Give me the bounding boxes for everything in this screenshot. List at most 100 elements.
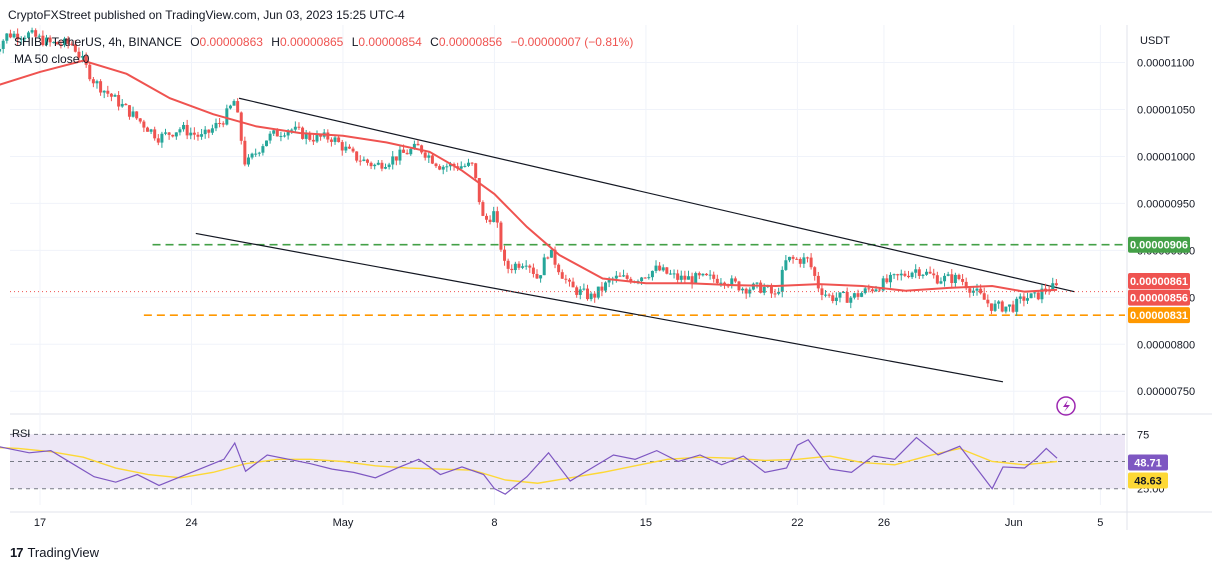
candle-body bbox=[878, 289, 882, 291]
candle-body bbox=[398, 149, 402, 161]
rsi-tick-label: 75 bbox=[1137, 429, 1149, 441]
candle-body bbox=[816, 275, 820, 289]
candle-body bbox=[430, 155, 434, 164]
candle-body bbox=[989, 303, 993, 311]
candle-body bbox=[178, 129, 182, 133]
candle-body bbox=[513, 263, 517, 271]
x-tick-label: 8 bbox=[491, 517, 497, 529]
candle-body bbox=[1018, 296, 1022, 299]
candle-body bbox=[950, 274, 954, 284]
candle-body bbox=[665, 267, 669, 274]
candle-body bbox=[66, 38, 70, 44]
high-value: 0.00000865 bbox=[279, 35, 344, 49]
rsi-legend[interactable]: RSI bbox=[12, 428, 31, 440]
candle-body bbox=[614, 275, 618, 279]
candle-body bbox=[59, 44, 63, 46]
candle-body bbox=[676, 273, 680, 280]
candle-body bbox=[373, 164, 377, 167]
symbol-name[interactable]: SHIB / TetherUS, 4h, BINANCE bbox=[14, 35, 182, 49]
tradingview-footer[interactable]: 17 TradingView bbox=[10, 545, 99, 560]
candle-body bbox=[668, 273, 672, 275]
level-tag-label: 0.00000906 bbox=[1130, 240, 1188, 252]
x-tick-label: 22 bbox=[791, 517, 803, 529]
candle-body bbox=[362, 159, 366, 162]
candle-body bbox=[185, 124, 189, 136]
change-value: −0.00000007 (−0.81%) bbox=[510, 35, 634, 49]
candle-body bbox=[380, 162, 384, 169]
candle-body bbox=[780, 269, 784, 292]
candle-body bbox=[640, 277, 644, 282]
candle-body bbox=[41, 35, 45, 46]
candle-body bbox=[127, 105, 131, 117]
candle-body bbox=[1054, 283, 1058, 286]
candle-body bbox=[824, 294, 828, 296]
candle-body bbox=[856, 293, 860, 297]
candle-body bbox=[654, 265, 658, 271]
candle-body bbox=[946, 274, 950, 276]
candle-body bbox=[477, 177, 481, 203]
candle-body bbox=[1004, 306, 1008, 312]
candle-body bbox=[546, 257, 550, 259]
level-tag-label: 0.00000831 bbox=[1130, 310, 1188, 322]
ma-legend[interactable]: MA 50 close 0 bbox=[14, 52, 90, 66]
candle-body bbox=[1007, 304, 1011, 307]
x-tick-label: 24 bbox=[185, 517, 197, 529]
candle-body bbox=[560, 272, 564, 279]
candle-body bbox=[109, 93, 113, 97]
x-tick-label: 26 bbox=[878, 517, 890, 529]
candle-body bbox=[402, 149, 406, 153]
candle-body bbox=[189, 132, 193, 136]
candle-body bbox=[773, 293, 777, 295]
candle-body bbox=[207, 129, 211, 133]
candle-body bbox=[236, 101, 240, 113]
candle-body bbox=[99, 81, 103, 93]
candle-body bbox=[622, 275, 626, 277]
candle-body bbox=[344, 146, 348, 151]
low-value: 0.00000854 bbox=[358, 35, 422, 49]
candle-body bbox=[604, 282, 608, 291]
candle-body bbox=[982, 293, 986, 300]
candle-body bbox=[160, 133, 164, 143]
candle-body bbox=[906, 275, 910, 278]
candle-body bbox=[63, 38, 67, 45]
candle-body bbox=[683, 275, 687, 280]
candle-body bbox=[117, 95, 121, 107]
y-tick-label: 0.00001050 bbox=[1137, 105, 1195, 117]
candle-body bbox=[412, 143, 416, 150]
candle-body bbox=[733, 278, 737, 282]
candle-body bbox=[769, 285, 773, 294]
candle-body bbox=[867, 288, 871, 290]
candle-body bbox=[618, 275, 622, 277]
candle-body bbox=[275, 130, 279, 137]
candle-body bbox=[200, 134, 204, 137]
candle-body bbox=[225, 108, 229, 125]
rsi-tag-label: 48.63 bbox=[1134, 476, 1162, 488]
price-tag-label: 0.00000861 bbox=[1130, 276, 1188, 288]
candle-body bbox=[1033, 292, 1037, 294]
candle-body bbox=[842, 291, 846, 293]
candle-body bbox=[438, 166, 442, 170]
lightning-icon[interactable] bbox=[1056, 396, 1076, 416]
candle-body bbox=[535, 273, 539, 279]
candle-body bbox=[445, 166, 449, 168]
candle-body bbox=[167, 132, 171, 135]
rsi-tag-ma bbox=[1128, 472, 1168, 489]
high-key: H bbox=[271, 35, 280, 49]
candle-body bbox=[914, 269, 918, 273]
candle-body bbox=[182, 124, 186, 130]
candle-body bbox=[748, 289, 752, 294]
candle-body bbox=[932, 273, 936, 276]
candle-body bbox=[921, 274, 925, 276]
candle-body bbox=[964, 281, 968, 289]
candle-body bbox=[499, 222, 503, 250]
candle-body bbox=[863, 288, 867, 294]
candle-body bbox=[340, 142, 344, 151]
candle-body bbox=[470, 162, 474, 164]
candle-body bbox=[23, 37, 27, 39]
candle-body bbox=[755, 282, 759, 284]
candle-body bbox=[416, 143, 420, 146]
candle-body bbox=[315, 134, 319, 142]
candle-body bbox=[517, 263, 521, 268]
grid bbox=[10, 25, 1212, 530]
